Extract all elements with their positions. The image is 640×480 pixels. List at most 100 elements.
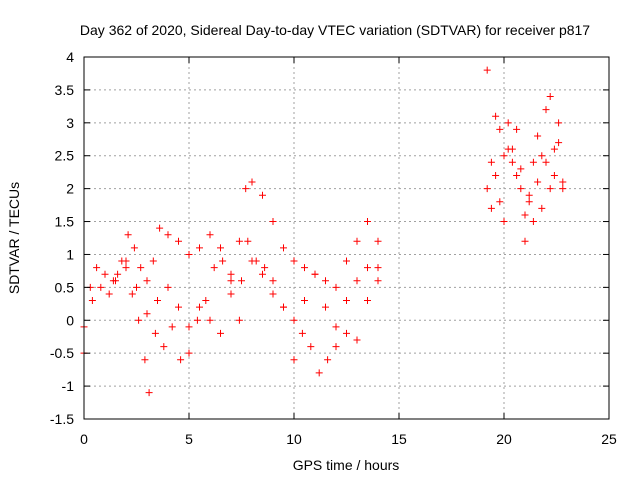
x-axis-label: GPS time / hours <box>293 457 400 473</box>
y-tick-label: -0.5 <box>50 345 74 361</box>
y-tick-label: 4 <box>66 49 74 65</box>
x-tick-label: 0 <box>80 431 88 447</box>
data-point <box>546 92 554 100</box>
data-point <box>542 106 550 114</box>
data-point <box>248 257 256 265</box>
data-point <box>311 270 319 278</box>
data-point <box>559 178 567 186</box>
data-point <box>301 297 308 305</box>
data-point <box>500 152 508 160</box>
data-points <box>80 66 567 397</box>
y-tick-label: -1 <box>62 378 75 394</box>
data-point <box>122 257 130 265</box>
x-tick-label: 25 <box>601 431 617 447</box>
data-point <box>206 231 214 239</box>
data-point <box>143 310 151 318</box>
data-point <box>542 158 550 166</box>
data-point <box>259 270 266 278</box>
data-point <box>217 244 224 252</box>
data-point <box>185 323 193 331</box>
data-point <box>145 389 153 397</box>
data-point <box>244 237 252 245</box>
data-point <box>374 264 382 272</box>
data-point <box>492 112 500 120</box>
data-point <box>219 257 227 265</box>
data-point <box>185 250 193 258</box>
data-point <box>242 185 250 193</box>
data-point <box>559 185 567 193</box>
y-tick-label: 0.5 <box>55 279 75 295</box>
data-point <box>517 165 525 173</box>
data-point <box>504 145 512 153</box>
data-point <box>227 277 235 285</box>
data-point <box>525 191 533 199</box>
data-point <box>259 191 266 199</box>
data-point <box>525 198 533 206</box>
data-point <box>185 349 193 357</box>
data-point <box>97 283 105 291</box>
y-tick-label: -1.5 <box>50 411 74 427</box>
data-point <box>261 264 269 272</box>
data-point <box>538 152 546 160</box>
data-point <box>149 257 157 265</box>
axis-ticks <box>83 56 610 420</box>
data-point <box>124 231 132 239</box>
data-point <box>227 290 235 298</box>
data-point <box>217 329 224 337</box>
data-point <box>343 257 350 265</box>
data-point <box>141 356 149 364</box>
data-point <box>238 277 245 285</box>
data-point <box>353 237 361 245</box>
data-point <box>210 264 218 272</box>
data-point <box>112 277 119 285</box>
y-axis-label: SDTVAR / TECUs <box>6 182 22 294</box>
data-point <box>175 303 182 311</box>
data-point <box>202 297 210 305</box>
series-track-c <box>112 257 382 337</box>
data-point <box>133 283 140 291</box>
data-point <box>487 158 495 166</box>
y-tick-label: 3 <box>66 115 74 131</box>
data-point <box>235 237 243 245</box>
data-point <box>332 283 340 291</box>
x-tick-label: 10 <box>286 431 302 447</box>
data-point <box>269 218 277 226</box>
chart-title: Day 362 of 2020, Sidereal Day-to-day VTE… <box>80 22 590 38</box>
data-point <box>513 125 521 133</box>
data-point <box>364 264 371 272</box>
data-point <box>500 218 508 226</box>
x-tick-labels: 0 5 10 15 20 25 <box>80 431 617 447</box>
y-tick-label: 2 <box>66 181 74 197</box>
series-track-d <box>483 66 567 245</box>
x-tick-label: 15 <box>391 431 407 447</box>
data-point <box>122 264 130 272</box>
data-point <box>114 270 122 278</box>
data-point <box>128 290 136 298</box>
data-point <box>332 343 340 351</box>
data-point <box>343 329 350 337</box>
data-point <box>269 277 277 285</box>
data-point <box>269 290 277 298</box>
data-point <box>487 204 495 212</box>
data-point <box>364 218 371 226</box>
data-point <box>193 316 201 324</box>
data-point <box>164 231 172 239</box>
data-point <box>529 158 537 166</box>
data-point <box>353 277 361 285</box>
data-point <box>483 185 491 193</box>
data-point <box>324 356 332 364</box>
y-tick-label: 1.5 <box>55 214 75 230</box>
data-point <box>227 270 235 278</box>
data-point <box>332 323 340 331</box>
data-point <box>290 316 298 324</box>
data-point <box>307 343 315 351</box>
data-point <box>160 343 168 351</box>
data-point <box>322 303 329 311</box>
data-point <box>315 369 323 377</box>
series-track-e <box>483 139 567 226</box>
y-tick-labels: -1.5 -1 -0.5 0 0.5 1 1.5 2 2.5 3 3.5 4 <box>50 49 74 427</box>
data-point <box>130 244 138 252</box>
data-point <box>235 316 243 324</box>
